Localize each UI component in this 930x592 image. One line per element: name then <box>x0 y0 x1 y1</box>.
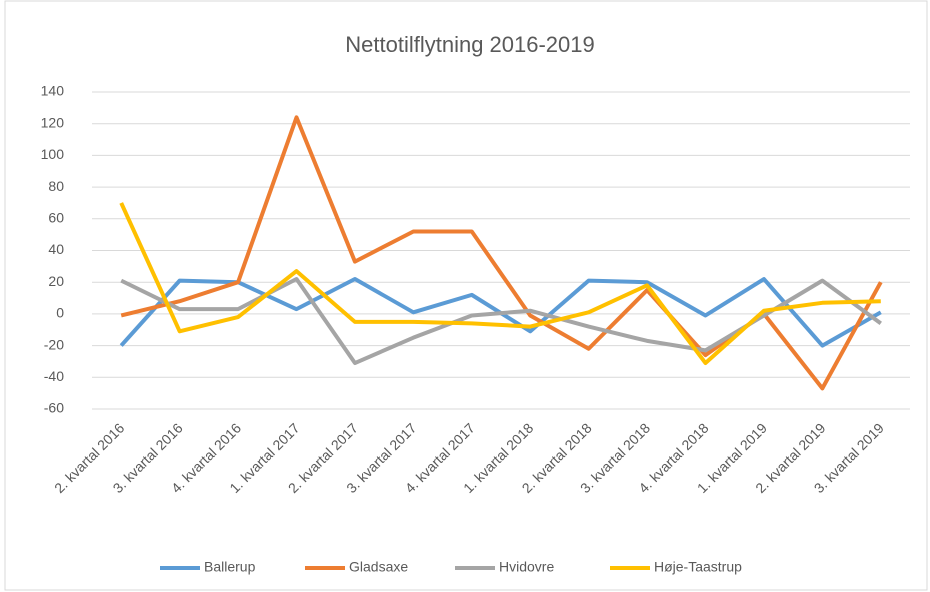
y-tick-label: 80 <box>48 178 64 194</box>
y-tick-label: -20 <box>44 336 64 352</box>
y-tick-label: 20 <box>48 273 64 289</box>
y-tick-label: 140 <box>41 83 65 99</box>
y-tick-label: 120 <box>41 114 65 130</box>
legend-label: Høje-Taastrup <box>654 559 742 575</box>
series-line <box>119 202 881 366</box>
y-tick-label: -60 <box>44 400 64 416</box>
y-tick-label: 100 <box>41 146 65 162</box>
y-tick-label: 40 <box>48 241 64 257</box>
y-tick-label: 0 <box>56 305 64 321</box>
y-tick-label: 60 <box>48 210 64 226</box>
y-tick-label: -40 <box>44 368 64 384</box>
legend-label: Hvidovre <box>499 559 554 575</box>
chart-title: Nettotilflytning 2016-2019 <box>345 32 595 57</box>
legend-label: Gladsaxe <box>349 559 408 575</box>
legend-label: Ballerup <box>204 559 256 575</box>
